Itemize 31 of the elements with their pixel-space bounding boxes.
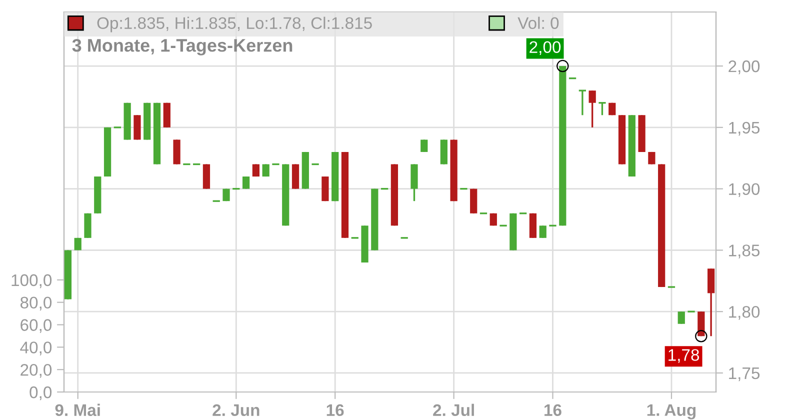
candlestick — [578, 90, 587, 116]
candlestick — [242, 176, 250, 190]
y-tick-label: 2,00 — [728, 60, 760, 74]
x-tick-label: 1. Aug — [647, 404, 696, 420]
x-tick-label: 16 — [326, 404, 344, 416]
legend-label: Vol: 0 — [518, 16, 559, 29]
candlestick — [262, 163, 270, 178]
annotation: 1,78 — [668, 349, 700, 363]
candlestick — [539, 224, 546, 239]
y-tick-label: 1,95 — [729, 122, 760, 136]
y-tick-label: 1,85 — [729, 244, 760, 258]
x-tick-label: 2. Jul — [433, 404, 474, 416]
annotation: 2,00 — [530, 41, 561, 55]
candlestick — [678, 310, 685, 325]
x-tick-label: 16 — [544, 404, 562, 416]
x-tick-label: 9. Mai — [55, 404, 100, 416]
y-tick-label: 1,80 — [729, 306, 760, 320]
candlestick — [420, 138, 428, 153]
y2-tick-label: 100,0 — [12, 274, 52, 288]
legend-label: Op:1.835, Hi:1.835, Lo:1.78, Cl:1.815 — [97, 16, 372, 32]
y2-tick-label: 20,0 — [20, 364, 52, 378]
x-tick-label: 2. Jun — [212, 404, 260, 416]
y2-tick-label: 80,0 — [20, 296, 52, 310]
y2-tick-label: 40,0 — [20, 342, 52, 356]
y-tick-label: 1,75 — [729, 368, 760, 382]
candlestick — [252, 163, 260, 178]
candlestick — [588, 90, 596, 128]
y2-tick-label: 0,0 — [30, 386, 52, 400]
y-tick-label: 1,90 — [729, 183, 760, 197]
y2-tick-label: 60,0 — [20, 319, 52, 333]
text: 3 Monate, 1-Tages-Kerzen — [72, 39, 292, 56]
